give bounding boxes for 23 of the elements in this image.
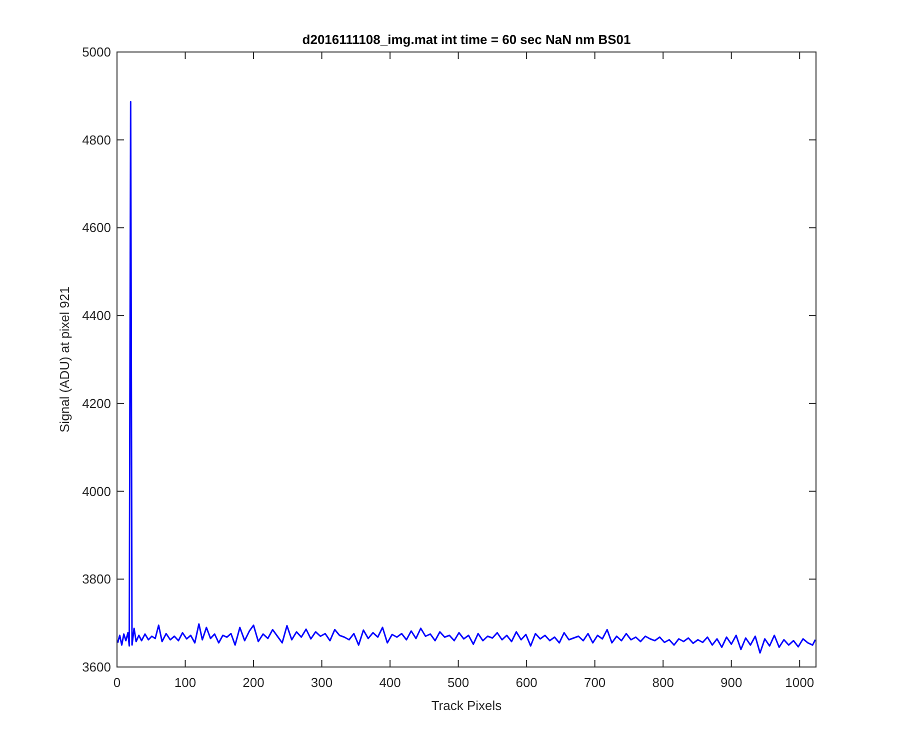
y-tick-label: 4200 bbox=[82, 396, 111, 411]
y-axis-title: Signal (ADU) at pixel 921 bbox=[57, 286, 72, 432]
x-tick-label: 400 bbox=[379, 675, 401, 690]
line-series bbox=[117, 100, 816, 654]
x-tick-label: 300 bbox=[310, 675, 333, 690]
y-tick-label: 5000 bbox=[82, 44, 111, 60]
x-axis-title: Track Pixels bbox=[431, 698, 502, 713]
y-tick-label: 4000 bbox=[82, 484, 111, 499]
y-tick-label: 3600 bbox=[82, 660, 111, 674]
x-tick-label: 900 bbox=[720, 675, 742, 690]
chart-title: d2016111108_img.mat int time = 60 sec NaN nm BS01 bbox=[302, 32, 631, 47]
x-tick-label: 0 bbox=[113, 675, 121, 690]
y-tick-label: 4400 bbox=[82, 308, 111, 324]
x-tick-label: 700 bbox=[584, 675, 606, 690]
x-tick-label: 1000 bbox=[785, 675, 814, 690]
x-tick-label: 800 bbox=[652, 675, 674, 690]
x-tick-label: 200 bbox=[242, 675, 264, 690]
x-tick-label: 600 bbox=[516, 675, 538, 690]
x-tick-label: 100 bbox=[174, 675, 196, 690]
y-tick-label: 4600 bbox=[82, 220, 111, 236]
y-tick-label: 4800 bbox=[82, 132, 111, 148]
x-tick-label: 500 bbox=[447, 675, 470, 690]
y-tick-label: 3800 bbox=[82, 572, 111, 587]
